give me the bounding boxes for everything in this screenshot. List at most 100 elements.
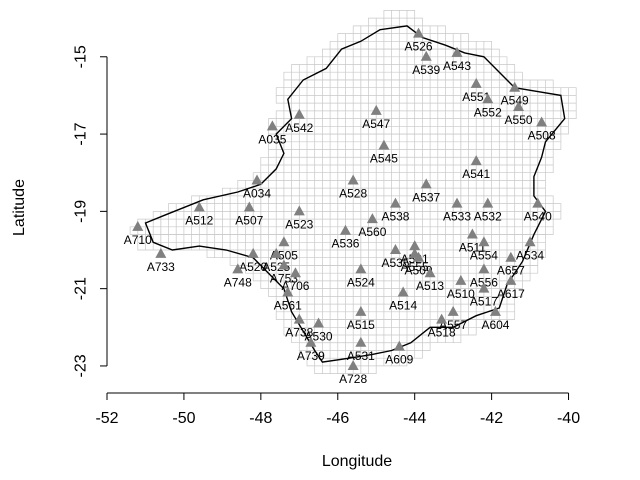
station-a556: A556 xyxy=(470,263,498,289)
station-marker xyxy=(482,93,494,104)
station-marker xyxy=(305,336,317,347)
station-a526: A526 xyxy=(405,27,433,54)
station-marker xyxy=(478,282,490,293)
station-marker xyxy=(389,197,401,208)
station-a710: A710 xyxy=(124,220,152,247)
station-a539: A539 xyxy=(412,50,441,77)
station-label: A561 xyxy=(274,299,302,313)
station-label: A532 xyxy=(474,210,502,224)
station-marker xyxy=(455,274,467,285)
station-label: A523 xyxy=(285,217,313,231)
station-marker xyxy=(409,240,421,251)
station-label: A545 xyxy=(370,152,398,166)
station-label: A035 xyxy=(258,132,286,146)
station-a561: A561 xyxy=(274,286,302,313)
station-marker xyxy=(466,228,478,239)
station-marker xyxy=(278,236,290,247)
station-a609: A609 xyxy=(385,340,414,367)
station-a505: A505 xyxy=(270,236,298,262)
station-a034: A034 xyxy=(243,174,271,200)
axes: -52 -50 -48 -46 -44 -42 -40 -15 -17 -19 -21 -23 xyxy=(73,45,581,427)
station-a520: A520 xyxy=(239,247,267,274)
station-label: A739 xyxy=(297,349,325,363)
station-label: A552 xyxy=(474,105,502,119)
station-a535: A535 xyxy=(381,244,410,270)
station-label: A533 xyxy=(443,210,471,224)
station-a533: A533 xyxy=(443,197,471,224)
station-marker xyxy=(509,81,521,92)
x-tick-label: -46 xyxy=(326,410,349,427)
station-label: A535 xyxy=(381,256,409,270)
station-label: A738 xyxy=(285,326,313,340)
station-label: A514 xyxy=(389,299,417,313)
station-label: A513 xyxy=(416,279,444,293)
station-label: A560 xyxy=(358,225,386,239)
station-label: A753 xyxy=(270,271,298,285)
station-label: A539 xyxy=(412,63,440,77)
station-marker xyxy=(132,220,144,231)
station-label: A549 xyxy=(501,94,529,108)
y-tick-label: -23 xyxy=(73,354,90,377)
station-marker xyxy=(232,263,244,274)
station-label: A509 xyxy=(405,264,433,278)
station-a617: A617 xyxy=(497,274,525,301)
station-marker xyxy=(247,247,259,258)
station-a753: A753 xyxy=(270,259,298,285)
station-marker xyxy=(420,50,432,61)
station-a508: A508 xyxy=(528,116,556,142)
station-a542: A542 xyxy=(285,108,314,135)
station-a550: A550 xyxy=(505,101,533,127)
station-marker xyxy=(451,46,463,57)
station-a510: A510 xyxy=(447,274,475,301)
station-marker xyxy=(282,286,294,297)
station-marker xyxy=(482,197,494,208)
station-marker xyxy=(293,205,305,216)
station-label: A710 xyxy=(124,233,152,247)
station-label: A554 xyxy=(470,248,498,262)
station-marker xyxy=(451,197,463,208)
station-marker xyxy=(366,213,378,224)
station-label: A542 xyxy=(285,121,313,135)
station-label: A512 xyxy=(185,214,213,228)
station-label: A541 xyxy=(462,167,490,181)
station-a543: A543 xyxy=(443,46,471,73)
station-marker xyxy=(355,336,367,347)
station-marker xyxy=(436,313,448,324)
station-a513: A513 xyxy=(416,267,444,293)
station-label: A507 xyxy=(235,214,263,228)
station-a538: A538 xyxy=(381,197,410,224)
station-marker xyxy=(355,305,367,316)
y-tick-label: -15 xyxy=(73,45,90,68)
station-marker xyxy=(378,139,390,150)
station-label: A526 xyxy=(405,40,433,54)
x-tick-label: -52 xyxy=(95,410,118,427)
station-a545: A545 xyxy=(370,139,398,166)
station-marker xyxy=(478,236,490,247)
station-label: A547 xyxy=(362,117,390,131)
station-marker xyxy=(389,244,401,255)
station-a657: A657 xyxy=(497,251,525,278)
station-a536: A536 xyxy=(331,224,360,251)
station-marker xyxy=(413,251,425,262)
station-a528: A528 xyxy=(339,174,367,200)
station-label: A617 xyxy=(497,287,525,301)
station-label: A510 xyxy=(447,287,475,301)
station-a537: A537 xyxy=(412,178,441,204)
station-label: A508 xyxy=(528,128,556,142)
station-marker xyxy=(424,267,436,278)
station-a514: A514 xyxy=(389,286,417,313)
station-marker xyxy=(505,274,517,285)
station-marker xyxy=(447,305,459,316)
station-marker xyxy=(293,313,305,324)
station-a738: A738 xyxy=(285,313,314,340)
station-a728: A728 xyxy=(339,359,367,386)
station-marker xyxy=(532,197,544,208)
station-a552: A552 xyxy=(474,93,502,119)
station-marker xyxy=(313,317,325,328)
station-a547: A547 xyxy=(362,104,391,131)
y-ticks: -15 -17 -19 -21 -23 xyxy=(73,45,107,378)
station-a733: A733 xyxy=(147,247,175,274)
station-a554: A554 xyxy=(470,236,498,262)
station-marker xyxy=(397,286,409,297)
